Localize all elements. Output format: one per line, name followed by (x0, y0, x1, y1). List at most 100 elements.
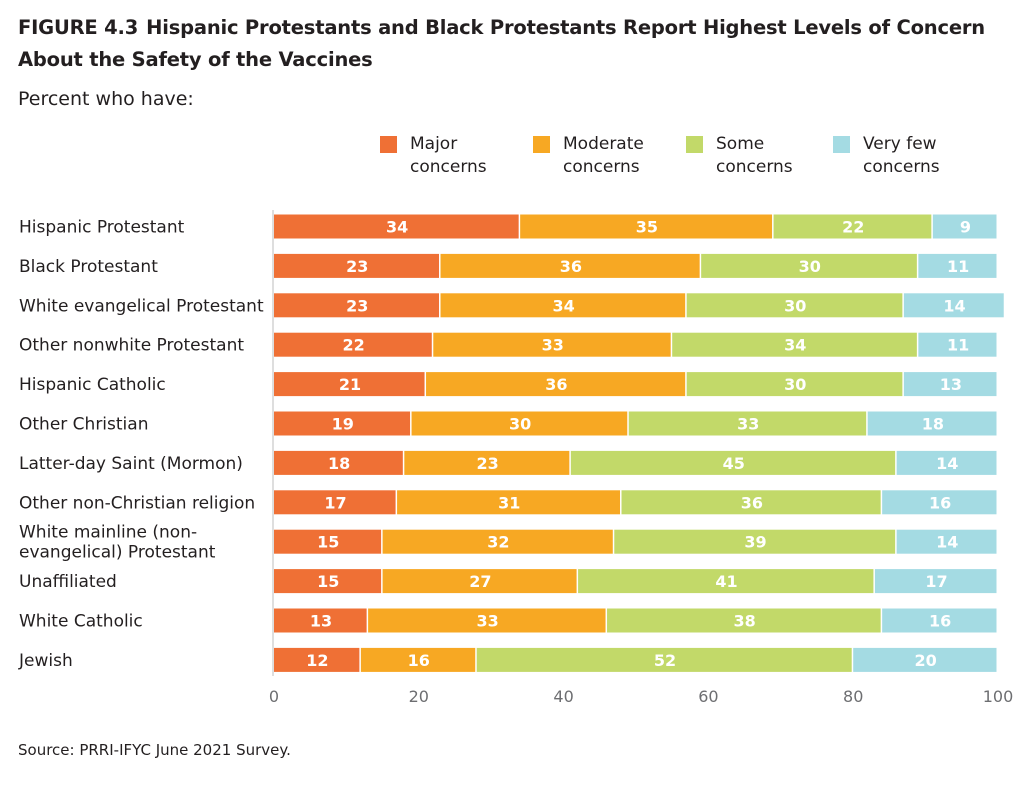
bar-hispanic-catholic-major-concerns (274, 372, 425, 397)
bar-hispanic-catholic-moderate-concerns (426, 372, 686, 397)
source-note: Source: PRRI-IFYC June 2021 Survey. (18, 741, 291, 759)
data-label-hispanic-catholic-some-concerns: 30 (784, 375, 806, 394)
bar-other-non-christian-religion-some-concerns (621, 490, 881, 515)
bar-white-mainline-non-evangelical-protestant-major-concerns (274, 529, 382, 554)
bar-unaffiliated-very-few-concerns (874, 569, 997, 594)
bar-white-mainline-non-evangelical-protestant-some-concerns (614, 529, 896, 554)
bar-white-evangelical-protestant-very-few-concerns (903, 293, 1004, 318)
bar-other-nonwhite-protestant-some-concerns (672, 332, 917, 357)
bar-jewish-moderate-concerns (360, 647, 476, 672)
bar-other-christian-moderate-concerns (411, 411, 628, 436)
category-label-latter-day-saint-mormon: Latter-day Saint (Mormon) (19, 454, 243, 474)
bar-other-non-christian-religion-major-concerns (274, 490, 396, 515)
data-label-white-evangelical-protestant-very-few-concerns: 14 (943, 296, 965, 315)
data-label-jewish-major-concerns: 12 (306, 651, 328, 670)
category-label-hispanic-catholic: Hispanic Catholic (19, 375, 166, 395)
bar-latter-day-saint-mormon-major-concerns (274, 450, 403, 475)
bar-jewish-very-few-concerns (853, 647, 997, 672)
figure-title: Hispanic Protestants and Black Protestan… (18, 16, 985, 71)
data-label-other-christian-major-concerns: 19 (332, 415, 354, 434)
data-label-other-christian-very-few-concerns: 18 (922, 415, 944, 434)
legend-label-very-few-concerns: Very few concerns (863, 134, 940, 177)
data-label-hispanic-protestant-very-few-concerns: 9 (960, 218, 971, 237)
x-tick-label-60: 60 (698, 687, 718, 706)
data-label-latter-day-saint-mormon-moderate-concerns: 23 (476, 454, 498, 473)
chart-subtitle: Percent who have: (18, 88, 194, 110)
stacked-bar-chart: Major concerns Moderate concerns Some concern… (18, 134, 1014, 706)
category-label-black-protestant: Black Protestant (19, 257, 158, 277)
legend-label-major-concerns: Major concerns (410, 134, 487, 177)
bar-black-protestant-very-few-concerns (918, 253, 997, 278)
data-label-white-evangelical-protestant-major-concerns: 23 (346, 296, 368, 315)
bar-other-non-christian-religion-very-few-concerns (882, 490, 997, 515)
bar-hispanic-catholic-some-concerns (686, 372, 903, 397)
data-label-hispanic-protestant-major-concerns: 34 (386, 218, 408, 237)
data-label-black-protestant-major-concerns: 23 (346, 257, 368, 276)
data-label-other-non-christian-religion-moderate-concerns: 31 (498, 493, 520, 512)
category-label-white-mainline-non-evangelical-protestant: White mainline (non-evangelical) Protest… (19, 523, 216, 563)
bar-black-protestant-moderate-concerns (440, 253, 700, 278)
legend-label-some-concerns: Some concerns (716, 134, 793, 177)
bar-latter-day-saint-mormon-moderate-concerns (404, 450, 570, 475)
legend-swatch-moderate-concerns (533, 136, 550, 153)
data-label-white-catholic-some-concerns: 38 (733, 612, 755, 631)
bar-hispanic-protestant-very-few-concerns (932, 214, 997, 239)
bar-hispanic-protestant-major-concerns (274, 214, 519, 239)
data-label-other-non-christian-religion-very-few-concerns: 16 (929, 493, 951, 512)
data-label-other-nonwhite-protestant-very-few-concerns: 11 (947, 336, 969, 355)
x-tick-label-100: 100 (983, 687, 1014, 706)
data-label-black-protestant-some-concerns: 30 (799, 257, 821, 276)
data-label-white-catholic-major-concerns: 13 (310, 612, 332, 631)
data-label-white-catholic-very-few-concerns: 16 (929, 612, 951, 631)
bar-white-catholic-some-concerns (607, 608, 881, 633)
bar-jewish-major-concerns (274, 647, 360, 672)
category-label-other-christian: Other Christian (19, 415, 148, 435)
bar-hispanic-catholic-very-few-concerns (903, 372, 997, 397)
x-tick-label-40: 40 (553, 687, 573, 706)
bar-white-evangelical-protestant-major-concerns (274, 293, 440, 318)
data-label-hispanic-catholic-very-few-concerns: 13 (940, 375, 962, 394)
data-label-hispanic-protestant-some-concerns: 22 (842, 218, 864, 237)
bar-unaffiliated-moderate-concerns (382, 569, 577, 594)
bar-white-evangelical-protestant-some-concerns (686, 293, 903, 318)
data-label-white-evangelical-protestant-moderate-concerns: 34 (552, 296, 574, 315)
bar-white-evangelical-protestant-moderate-concerns (440, 293, 686, 318)
data-label-jewish-very-few-concerns: 20 (914, 651, 936, 670)
data-label-other-nonwhite-protestant-major-concerns: 22 (343, 336, 365, 355)
legend-swatch-major-concerns (380, 136, 397, 153)
data-label-latter-day-saint-mormon-very-few-concerns: 14 (936, 454, 958, 473)
data-label-black-protestant-very-few-concerns: 11 (947, 257, 969, 276)
data-label-latter-day-saint-mormon-some-concerns: 45 (723, 454, 745, 473)
bar-other-christian-some-concerns (628, 411, 867, 436)
data-label-other-nonwhite-protestant-moderate-concerns: 33 (542, 336, 564, 355)
bar-white-catholic-moderate-concerns (368, 608, 606, 633)
data-label-jewish-moderate-concerns: 16 (408, 651, 430, 670)
legend-label-moderate-concerns: Moderate concerns (563, 134, 644, 177)
x-tick-label-20: 20 (409, 687, 429, 706)
bar-other-christian-major-concerns (274, 411, 411, 436)
data-label-unaffiliated-some-concerns: 41 (715, 572, 737, 591)
bar-black-protestant-some-concerns (701, 253, 917, 278)
legend-swatch-some-concerns (686, 136, 703, 153)
data-label-unaffiliated-moderate-concerns: 27 (469, 572, 491, 591)
bar-latter-day-saint-mormon-some-concerns (570, 450, 896, 475)
bar-hispanic-protestant-some-concerns (773, 214, 932, 239)
data-label-white-catholic-moderate-concerns: 33 (476, 612, 498, 631)
data-label-white-evangelical-protestant-some-concerns: 30 (784, 296, 806, 315)
category-label-other-non-christian-religion: Other non-Christian religion (19, 493, 255, 513)
bar-hispanic-protestant-moderate-concerns (520, 214, 773, 239)
data-label-latter-day-saint-mormon-major-concerns: 18 (328, 454, 350, 473)
data-label-white-mainline-non-evangelical-protestant-major-concerns: 15 (317, 533, 339, 552)
bar-white-catholic-very-few-concerns (882, 608, 997, 633)
data-label-unaffiliated-very-few-concerns: 17 (925, 572, 947, 591)
bar-jewish-some-concerns (476, 647, 852, 672)
category-label-hispanic-protestant: Hispanic Protestant (19, 218, 185, 238)
x-tick-label-80: 80 (843, 687, 863, 706)
category-label-white-evangelical-protestant: White evangelical Protestant (19, 296, 264, 316)
category-label-unaffiliated: Unaffiliated (19, 572, 117, 592)
data-label-white-mainline-non-evangelical-protestant-very-few-concerns: 14 (936, 533, 958, 552)
category-label-jewish: Jewish (18, 651, 73, 671)
data-label-unaffiliated-major-concerns: 15 (317, 572, 339, 591)
category-label-white-catholic: White Catholic (19, 612, 143, 632)
bar-other-nonwhite-protestant-major-concerns (274, 332, 432, 357)
